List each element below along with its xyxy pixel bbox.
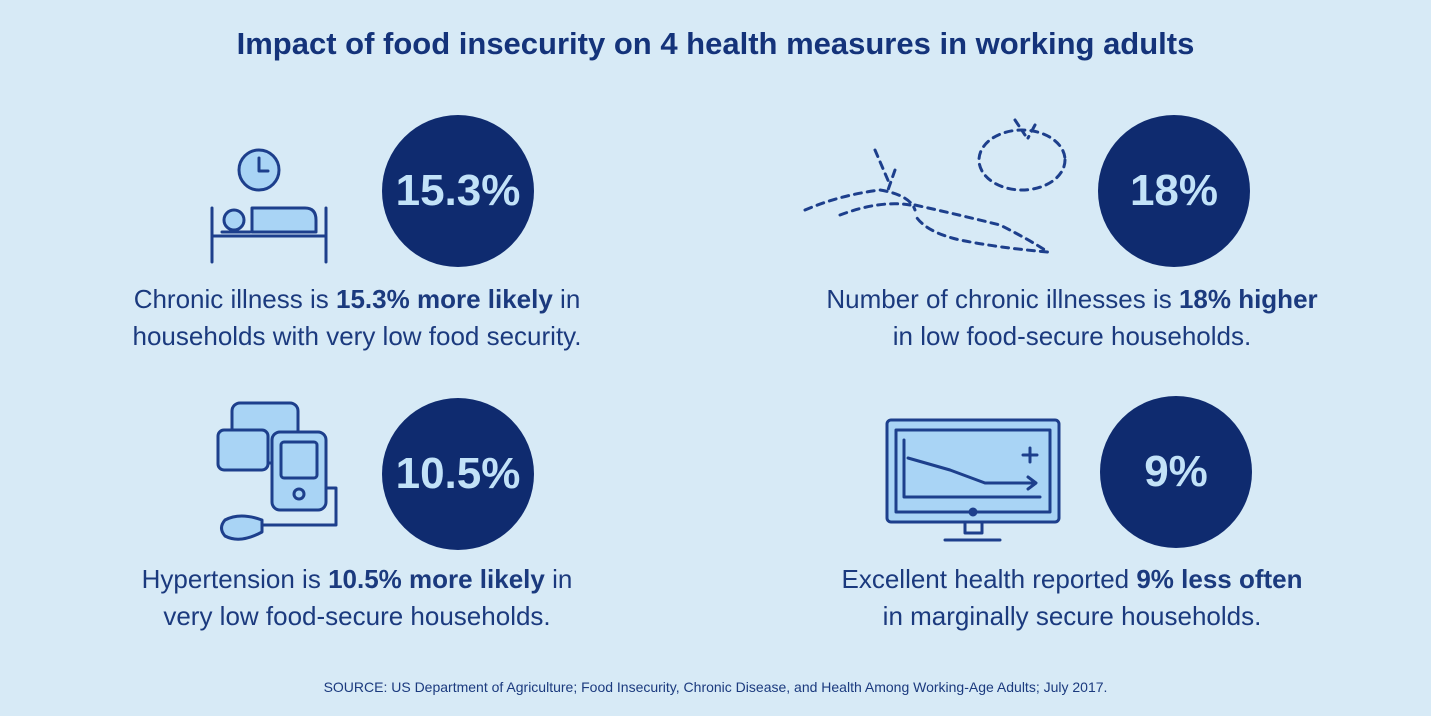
description: Chronic illness is 15.3% more likely in h… xyxy=(7,281,707,355)
description: Excellent health reported 9% less often i… xyxy=(722,561,1422,635)
text: in low food-secure households. xyxy=(892,321,1252,351)
text: Number of chronic illnesses is xyxy=(826,284,1172,314)
vegetable-icon xyxy=(803,118,1067,254)
stat-value: 9% xyxy=(1144,447,1208,496)
stat-value: 10.5% xyxy=(395,449,521,498)
bp-monitor-icon xyxy=(216,401,338,541)
text: very low food-secure households. xyxy=(163,601,551,631)
description-line: in marginally secure households. xyxy=(722,598,1422,635)
text: Hypertension is xyxy=(141,564,321,594)
source-note: SOURCE: US Department of Agriculture; Fo… xyxy=(323,679,1108,695)
text: in xyxy=(560,284,581,314)
description-line: households with very low food security. xyxy=(7,318,707,355)
stat-badge xyxy=(382,115,534,267)
text: in xyxy=(552,564,573,594)
description: Number of chronic illnesses is 18% highe… xyxy=(722,281,1422,355)
description-line: Number of chronic illnesses is 18% highe… xyxy=(722,281,1422,318)
description: Hypertension is 10.5% more likely in very… xyxy=(7,561,707,635)
stat-value: 18% xyxy=(1129,166,1219,215)
emphasis: 18% higher xyxy=(1178,284,1318,314)
text: Excellent health reported xyxy=(841,564,1130,594)
text: Chronic illness is xyxy=(133,284,329,314)
emphasis: 10.5% more likely xyxy=(328,564,545,594)
text: households with very low food security. xyxy=(132,321,582,351)
description-line: Excellent health reported 9% less often xyxy=(722,561,1422,598)
description-line: Chronic illness is 15.3% more likely in xyxy=(7,281,707,318)
emphasis: 9% less often xyxy=(1136,564,1303,594)
bed-icon xyxy=(210,148,328,264)
title: Impact of food insecurity on 4 health me… xyxy=(236,26,1195,61)
monitor-icon xyxy=(885,418,1061,542)
text: in marginally secure households. xyxy=(882,601,1262,631)
description-line: in low food-secure households. xyxy=(722,318,1422,355)
stat-badge xyxy=(1098,115,1250,267)
stat-badge xyxy=(1100,396,1252,548)
emphasis: 15.3% more likely xyxy=(336,284,553,314)
description-line: very low food-secure households. xyxy=(7,598,707,635)
stat-badge xyxy=(382,398,534,550)
stat-value: 15.3% xyxy=(395,166,521,215)
description-line: Hypertension is 10.5% more likely in xyxy=(7,561,707,598)
